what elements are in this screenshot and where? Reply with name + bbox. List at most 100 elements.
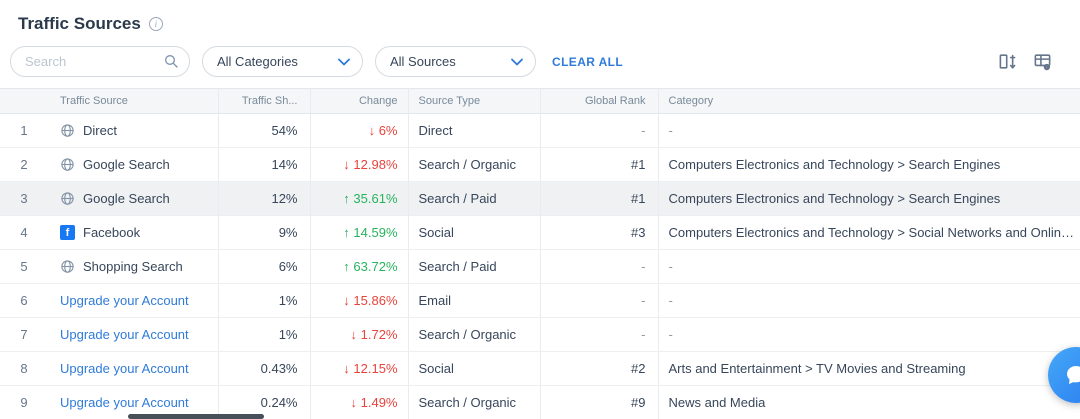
category: News and Media	[658, 385, 1080, 419]
table-row: 4 f Facebook 9% ↑ 14.59% Social #3 Comput…	[0, 215, 1080, 250]
facebook-icon: f	[60, 225, 75, 240]
change-value: ↑ 63.72%	[310, 249, 409, 284]
upgrade-account-link[interactable]: Upgrade your Account	[60, 395, 189, 410]
column-header-traffic-source[interactable]: Traffic Source	[48, 88, 219, 114]
category: -	[658, 249, 1080, 284]
traffic-share-value: 54%	[218, 113, 311, 148]
change-value: ↓ 1.72%	[310, 317, 409, 352]
source-type: Email	[408, 283, 541, 318]
traffic-source-name: Facebook	[83, 225, 141, 240]
global-rank: #1	[540, 181, 659, 216]
traffic-share-value: 9%	[218, 215, 311, 250]
row-index: 7	[0, 317, 48, 352]
global-rank: #2	[540, 351, 659, 386]
source-type: Search / Organic	[408, 147, 541, 182]
global-rank: -	[540, 249, 659, 284]
traffic-share-value: 1%	[218, 283, 311, 318]
chevron-down-icon	[511, 54, 523, 69]
table-header-row: Traffic Source Traffic Sh... Change Sour…	[0, 88, 1080, 114]
upgrade-account-link[interactable]: Upgrade your Account	[60, 361, 189, 376]
sources-dropdown[interactable]: All Sources	[375, 46, 536, 77]
globe-icon	[60, 191, 75, 206]
category: -	[658, 113, 1080, 148]
traffic-share-value: 14%	[218, 147, 311, 182]
change-value: ↓ 12.15%	[310, 351, 409, 386]
category: Computers Electronics and Technology > S…	[658, 181, 1080, 216]
search-box	[10, 46, 190, 77]
traffic-share-value: 0.43%	[218, 351, 311, 386]
traffic-sources-table: Traffic Source Traffic Sh... Change Sour…	[0, 88, 1080, 419]
global-rank: #1	[540, 147, 659, 182]
globe-icon	[60, 123, 75, 138]
source-type: Search / Organic	[408, 385, 541, 419]
chat-icon	[1067, 366, 1080, 384]
table-row: 8 Upgrade your Account 0.43% ↓ 12.15% So…	[0, 351, 1080, 386]
global-rank: #9	[540, 385, 659, 419]
column-header-traffic-share[interactable]: Traffic Sh...	[218, 88, 311, 114]
column-header-global-rank[interactable]: Global Rank	[540, 88, 659, 114]
change-value: ↑ 35.61%	[310, 181, 409, 216]
table-row: 2 Google Search 14% ↓ 12.98% Search / Or…	[0, 147, 1080, 182]
traffic-source-name: Google Search	[83, 191, 170, 206]
search-input[interactable]	[10, 46, 190, 77]
change-value: ↓ 12.98%	[310, 147, 409, 182]
column-header-change[interactable]: Change	[310, 88, 409, 114]
change-value: ↓ 1.49%	[310, 385, 409, 419]
upgrade-account-link[interactable]: Upgrade your Account	[60, 293, 189, 308]
search-icon[interactable]	[163, 53, 179, 74]
table-row: 7 Upgrade your Account 1% ↓ 1.72% Search…	[0, 317, 1080, 352]
info-icon[interactable]: i	[148, 17, 163, 31]
traffic-share-value: 6%	[218, 249, 311, 284]
source-type: Search / Paid	[408, 249, 541, 284]
source-type: Social	[408, 215, 541, 250]
filter-bar: All Categories All Sources CLEAR ALL	[10, 46, 1070, 77]
traffic-source-name: Google Search	[83, 157, 170, 172]
source-type: Direct	[408, 113, 541, 148]
column-header-source-type[interactable]: Source Type	[408, 88, 541, 114]
global-rank: #3	[540, 215, 659, 250]
category: -	[658, 283, 1080, 318]
row-index: 9	[0, 385, 48, 419]
traffic-share-value: 0.24%	[218, 385, 311, 419]
categories-dropdown-value: All Categories	[217, 54, 298, 69]
row-index: 1	[0, 113, 48, 148]
table-toolbar	[998, 52, 1052, 71]
upgrade-account-link[interactable]: Upgrade your Account	[60, 327, 189, 342]
chevron-down-icon	[338, 54, 350, 69]
traffic-share-value: 1%	[218, 317, 311, 352]
row-index: 5	[0, 249, 48, 284]
column-header-category[interactable]: Category	[658, 88, 1080, 114]
category: Computers Electronics and Technology > S…	[658, 215, 1080, 250]
globe-icon	[60, 157, 75, 172]
page-header: Traffic Sources i	[0, 0, 1080, 36]
globe-icon	[60, 259, 75, 274]
row-index: 6	[0, 283, 48, 318]
column-header-index	[0, 88, 48, 114]
category: -	[658, 317, 1080, 352]
traffic-source-name: Shopping Search	[83, 259, 183, 274]
global-rank: -	[540, 113, 659, 148]
row-index: 3	[0, 181, 48, 216]
page-title: Traffic Sources	[18, 14, 141, 33]
source-type: Search / Paid	[408, 181, 541, 216]
table-settings-icon[interactable]	[1033, 52, 1052, 71]
source-type: Social	[408, 351, 541, 386]
global-rank: -	[540, 317, 659, 352]
compare-columns-icon[interactable]	[998, 52, 1017, 71]
source-type: Search / Organic	[408, 317, 541, 352]
global-rank: -	[540, 283, 659, 318]
table-row: 1 Direct 54% ↓ 6% Direct - -	[0, 113, 1080, 148]
change-value: ↓ 15.86%	[310, 283, 409, 318]
clear-all-button[interactable]: CLEAR ALL	[552, 54, 624, 69]
table-row: 3 Google Search 12% ↑ 35.61% Search / Pa…	[0, 181, 1080, 216]
row-index: 4	[0, 215, 48, 250]
categories-dropdown[interactable]: All Categories	[202, 46, 363, 77]
traffic-source-name: Direct	[83, 123, 117, 138]
change-value: ↓ 6%	[310, 113, 409, 148]
change-value: ↑ 14.59%	[310, 215, 409, 250]
table-row: 6 Upgrade your Account 1% ↓ 15.86% Email…	[0, 283, 1080, 318]
category: Computers Electronics and Technology > S…	[658, 147, 1080, 182]
traffic-share-value: 12%	[218, 181, 311, 216]
category: Arts and Entertainment > TV Movies and S…	[658, 351, 1080, 386]
horizontal-scrollbar-thumb[interactable]	[128, 414, 264, 419]
